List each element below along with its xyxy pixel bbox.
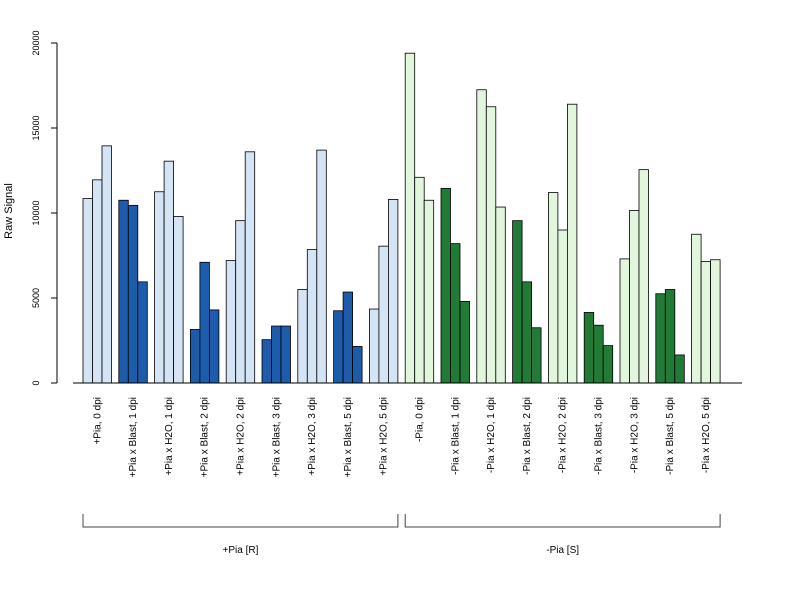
y-tick-label: 10000 <box>31 200 41 225</box>
bar <box>485 106 497 384</box>
bar <box>619 258 630 384</box>
bar <box>387 198 399 384</box>
x-tick-label: -Pia x H2O, 1 dpi <box>486 397 497 473</box>
bar <box>333 310 344 384</box>
x-tick-label: +Pia x H2O, 3 dpi <box>307 397 318 476</box>
bar <box>557 229 568 384</box>
bar <box>629 210 640 384</box>
bar <box>154 191 165 384</box>
bar <box>316 149 327 384</box>
bar <box>173 215 184 384</box>
bars <box>82 52 721 384</box>
bar <box>368 308 380 384</box>
bar <box>342 291 354 384</box>
x-tick-label: +Pia x Blast, 3 dpi <box>271 397 282 477</box>
bar <box>92 179 103 384</box>
bar <box>118 199 129 384</box>
x-tick-label: -Pia x H2O, 5 dpi <box>701 397 712 473</box>
bar <box>476 89 487 384</box>
bar <box>531 327 542 384</box>
x-tick-label: +Pia x Blast, 5 dpi <box>343 397 354 477</box>
x-tick-label: -Pia x Blast, 5 dpi <box>665 397 676 475</box>
bar <box>521 281 532 384</box>
bar <box>271 325 282 384</box>
bar <box>82 198 93 384</box>
bar <box>199 261 210 384</box>
group-bracket <box>82 514 399 528</box>
bar <box>297 289 308 384</box>
bar <box>423 199 435 384</box>
bar <box>440 187 451 384</box>
bar <box>664 289 676 384</box>
y-axis: 0 5000 10000 15000 20000 <box>31 30 58 386</box>
bar <box>235 220 246 384</box>
bar <box>548 192 559 384</box>
group-label: -Pia [S] <box>546 545 579 556</box>
bar <box>101 145 112 384</box>
x-tick-label: -Pia x H2O, 2 dpi <box>558 397 569 473</box>
bar <box>495 206 506 384</box>
bar <box>189 329 201 384</box>
x-tick-label: +Pia x H2O, 2 dpi <box>235 397 246 476</box>
bar <box>280 325 291 384</box>
y-tick-label: 0 <box>31 380 41 385</box>
y-tick-label: 20000 <box>31 30 41 55</box>
y-tick-label: 15000 <box>31 115 41 140</box>
bar <box>674 354 685 384</box>
bar <box>450 243 461 384</box>
group-bracket <box>404 514 721 528</box>
bar <box>352 346 363 384</box>
bar <box>163 160 175 384</box>
x-tick-label: -Pia x Blast, 1 dpi <box>450 397 461 475</box>
bar <box>512 220 523 384</box>
group-label: +Pia [R] <box>223 545 259 556</box>
bar <box>404 52 416 384</box>
y-axis-label: Raw Signal <box>3 183 15 239</box>
bar <box>700 261 711 384</box>
bar <box>208 309 220 384</box>
bar <box>459 300 470 384</box>
bar <box>602 345 614 384</box>
bar <box>638 169 649 384</box>
bar <box>691 233 702 384</box>
x-tick-label: +Pia x H2O, 1 dpi <box>164 397 175 476</box>
x-tick-label: -Pia x H2O, 3 dpi <box>629 397 640 473</box>
bar <box>567 103 578 384</box>
bar <box>583 312 595 384</box>
bar <box>137 281 148 384</box>
x-tick-label: -Pia, 0 dpi <box>414 397 425 442</box>
x-tick-label: -Pia x Blast, 2 dpi <box>522 397 533 475</box>
y-tick-label: 5000 <box>31 288 41 308</box>
x-tick-labels: +Pia, 0 dpi +Pia x Blast, 1 dpi +Pia x H2O… <box>92 397 712 477</box>
x-tick-label: -Pia x Blast, 3 dpi <box>593 397 604 475</box>
x-tick-label: +Pia x Blast, 1 dpi <box>128 397 139 477</box>
bar <box>127 204 139 384</box>
bar <box>414 176 425 384</box>
x-tick-label: +Pia, 0 dpi <box>92 397 103 445</box>
bar <box>306 249 318 384</box>
bar <box>655 293 666 384</box>
bar <box>378 245 389 384</box>
x-tick-label: +Pia x Blast, 2 dpi <box>200 397 211 477</box>
bar <box>225 260 237 384</box>
bar <box>244 151 256 384</box>
bar <box>710 259 721 384</box>
bar <box>593 324 604 384</box>
x-tick-label: +Pia x H2O, 5 dpi <box>379 397 390 476</box>
bar <box>261 339 272 384</box>
group-brackets: +Pia [R] -Pia [S] <box>82 514 721 556</box>
